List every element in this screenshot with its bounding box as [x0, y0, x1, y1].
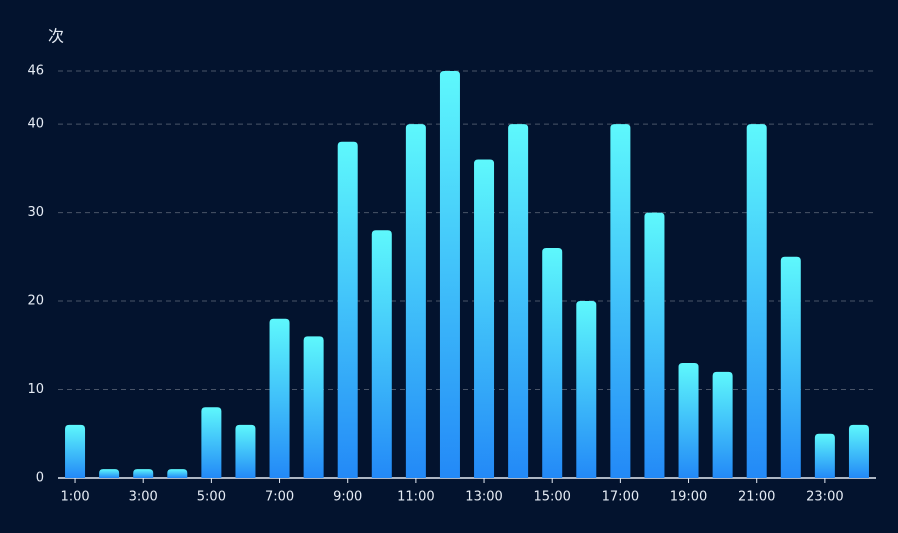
x-tick-label: 23:00 — [806, 490, 843, 505]
bar — [678, 362, 699, 478]
bar — [814, 433, 835, 478]
x-tick-label: 5:00 — [197, 490, 226, 505]
bar — [746, 124, 767, 478]
x-tick-label: 19:00 — [670, 490, 707, 505]
x-tick-label: 11:00 — [397, 490, 434, 505]
bar — [644, 212, 665, 478]
x-tick-label: 7:00 — [265, 490, 294, 505]
bar — [269, 318, 290, 478]
bar — [337, 141, 358, 479]
y-tick-label: 46 — [27, 64, 44, 79]
bar — [167, 469, 188, 478]
y-tick-label: 10 — [27, 382, 44, 397]
x-tick-label: 3:00 — [129, 490, 158, 505]
bar — [65, 424, 86, 478]
x-tick-label: 1:00 — [60, 490, 89, 505]
bar — [235, 424, 256, 478]
bar — [576, 301, 597, 478]
bar — [439, 71, 460, 478]
x-tick-label: 9:00 — [333, 490, 362, 505]
bar — [133, 469, 154, 478]
bar — [303, 336, 324, 478]
x-tick-label: 17:00 — [602, 490, 639, 505]
bar — [780, 256, 801, 478]
bar — [474, 159, 495, 478]
x-tick-label: 13:00 — [465, 490, 502, 505]
y-tick-label: 20 — [27, 294, 44, 309]
bar — [712, 371, 733, 478]
bar — [201, 407, 222, 478]
x-tick-label: 21:00 — [738, 490, 775, 505]
y-tick-label: 40 — [27, 117, 44, 132]
bar — [542, 247, 563, 478]
y-axis-label: 次 — [48, 27, 64, 46]
x-tick-label: 15:00 — [533, 490, 570, 505]
bar — [99, 469, 120, 478]
y-tick-label: 30 — [27, 205, 44, 220]
bar — [610, 124, 631, 478]
bar — [848, 424, 869, 478]
bar — [405, 124, 426, 478]
bar — [508, 124, 529, 478]
y-tick-label: 0 — [36, 471, 44, 486]
bar — [371, 230, 392, 478]
